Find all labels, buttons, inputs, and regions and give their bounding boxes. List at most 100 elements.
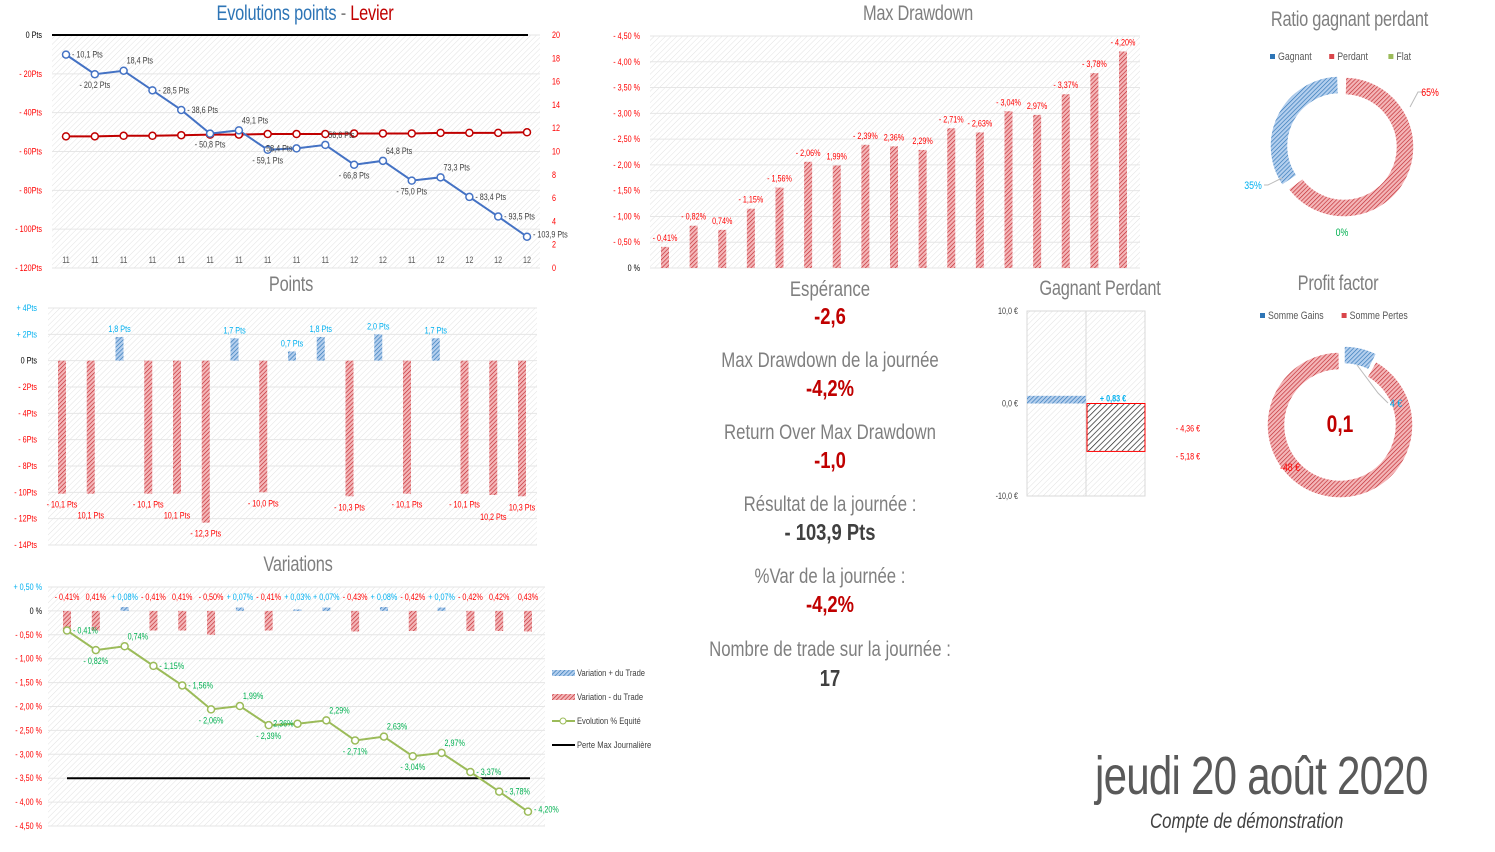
variation-bar bbox=[178, 610, 187, 631]
variation-bar bbox=[63, 610, 71, 631]
drawdown-bar-label: - 2,71% bbox=[939, 115, 964, 125]
points-point bbox=[205, 129, 215, 138]
equity-data-label: - 0,41% bbox=[73, 626, 98, 636]
evolution-chart-title: Evolutions points - Levier bbox=[215, 2, 394, 26]
y-tick-label: - 6Pts bbox=[18, 435, 37, 445]
y-tick-label: 0,0 € bbox=[1002, 399, 1018, 409]
points-bar-label: - 10,0 Pts bbox=[248, 499, 279, 509]
points-bar-label: 10,2 Pts bbox=[480, 512, 506, 522]
variation-bar bbox=[408, 610, 417, 631]
variation-bar-label: - 0,41% bbox=[55, 592, 80, 602]
points-point bbox=[436, 173, 445, 182]
y-tick-label: - 3,50 % bbox=[613, 83, 640, 93]
equity-point bbox=[62, 626, 72, 635]
y-right-tick-label: 4 bbox=[552, 217, 556, 227]
levier-point bbox=[119, 131, 128, 141]
legend-label: Flat bbox=[1396, 51, 1411, 63]
equity-point bbox=[322, 716, 331, 725]
variation-bar-label: - 0,42% bbox=[400, 592, 425, 602]
drawdown-bar bbox=[861, 144, 870, 268]
levier-data-label: 11 bbox=[149, 255, 157, 265]
equity-point bbox=[235, 701, 245, 711]
y-tick-label: - 10Pts bbox=[14, 488, 37, 498]
leader-line bbox=[1356, 364, 1389, 404]
drawdown-bar-label: - 2,39% bbox=[853, 131, 878, 141]
profit-factor-donut-chart: Somme Gains Somme Pertes 4 € -48 € 0,1 bbox=[1260, 310, 1414, 499]
levier-point bbox=[321, 129, 330, 139]
points-bar-label: 1,7 Pts bbox=[425, 326, 447, 336]
points-bar bbox=[288, 351, 296, 361]
legend-label: Somme Pertes bbox=[1350, 310, 1408, 322]
levier-data-label: 11 bbox=[264, 255, 272, 265]
points-bar-label: 10,1 Pts bbox=[78, 511, 104, 521]
variation-bar bbox=[207, 610, 216, 635]
y-tick-label: - 4,00 % bbox=[15, 797, 42, 807]
points-data-label: - 66,8 Pts bbox=[339, 171, 370, 181]
y-tick-label: - 1,00 % bbox=[15, 654, 42, 664]
levier-data-label: 11 bbox=[62, 255, 70, 265]
variation-bar bbox=[466, 610, 475, 631]
y-right-tick-label: 0 bbox=[552, 263, 556, 273]
equity-data-label: - 3,04% bbox=[400, 762, 425, 772]
points-data-label: 58,4 Pts bbox=[266, 144, 292, 154]
variations-chart-title: Variations bbox=[263, 553, 333, 576]
equity-data-label: 2,63% bbox=[387, 722, 407, 732]
drawdown-bar bbox=[1061, 94, 1070, 268]
drawdown-bar bbox=[890, 146, 898, 268]
drawdown-bar-label: - 2,06% bbox=[796, 148, 821, 158]
y-left-tick-label: - 20Pts bbox=[19, 69, 42, 79]
legend-swatch bbox=[552, 694, 575, 700]
equity-data-label: - 3,37% bbox=[476, 767, 501, 777]
drawdown-chart-title: Max Drawdown bbox=[862, 2, 974, 25]
title-separator: - bbox=[336, 2, 351, 25]
points-bar bbox=[115, 336, 124, 361]
drawdown-bar-label: - 0,41% bbox=[653, 233, 678, 243]
perdant-bar bbox=[1086, 403, 1146, 452]
variation-bar bbox=[495, 610, 504, 631]
drawdown-bar-label: - 2,63% bbox=[967, 119, 992, 129]
y-tick-label: - 2,50 % bbox=[15, 726, 42, 736]
points-bar bbox=[58, 360, 66, 494]
levier-data-label: 11 bbox=[91, 255, 99, 265]
levier-data-label: 11 bbox=[206, 255, 214, 265]
points-data-label: - 38,6 Pts bbox=[187, 105, 218, 115]
y-tick-label: - 14Pts bbox=[14, 540, 37, 550]
drawdown-bar bbox=[975, 132, 984, 268]
kpi-var-value: -4,2% bbox=[805, 591, 855, 617]
points-bar bbox=[403, 360, 411, 494]
kpi-trades-label: Nombre de trade sur la journée : bbox=[709, 638, 951, 661]
y-tick-label: - 2Pts bbox=[18, 382, 37, 392]
points-bar bbox=[345, 360, 354, 497]
equity-point bbox=[293, 719, 302, 728]
plot-area bbox=[48, 308, 537, 545]
y-tick-label: 0 Pts bbox=[21, 356, 37, 366]
drawdown-chart: 0 % - 0,50 % - 1,00 % - 1,50 % - 2,00 % - 2,5… bbox=[613, 31, 1140, 273]
kpi-return-label: Return Over Max Drawdown bbox=[724, 421, 936, 444]
points-bar bbox=[259, 360, 268, 493]
y-right-tick-label: 6 bbox=[552, 193, 556, 203]
drawdown-bar-label: - 4,20% bbox=[1111, 38, 1136, 48]
points-point bbox=[119, 66, 128, 75]
legend-swatch bbox=[1270, 54, 1275, 59]
variation-bar bbox=[524, 610, 532, 632]
drawdown-bar bbox=[947, 128, 956, 268]
drawdown-bar-label: - 0,82% bbox=[681, 212, 706, 222]
perdant-max-label: - 5,18 € bbox=[1176, 452, 1201, 462]
points-data-label: - 75,0 Pts bbox=[396, 187, 427, 197]
drawdown-bar bbox=[689, 225, 698, 268]
y-tick-label: - 3,00 % bbox=[15, 750, 42, 760]
legend-swatch bbox=[1260, 313, 1265, 318]
equity-point bbox=[466, 767, 475, 777]
levier-data-label: 11 bbox=[293, 255, 301, 265]
y-right-tick-label: 8 bbox=[552, 170, 556, 180]
levier-point bbox=[61, 132, 71, 141]
points-data-label: - 103,9 Pts bbox=[533, 230, 568, 240]
account-label: Compte de démonstration bbox=[1150, 810, 1344, 833]
levier-data-label: 12 bbox=[523, 255, 531, 265]
points-point bbox=[349, 160, 359, 169]
points-point bbox=[522, 232, 532, 241]
points-chart-title: Points bbox=[268, 273, 314, 296]
drawdown-bar bbox=[1004, 111, 1013, 268]
pertes-label: -48 € bbox=[1280, 462, 1300, 474]
